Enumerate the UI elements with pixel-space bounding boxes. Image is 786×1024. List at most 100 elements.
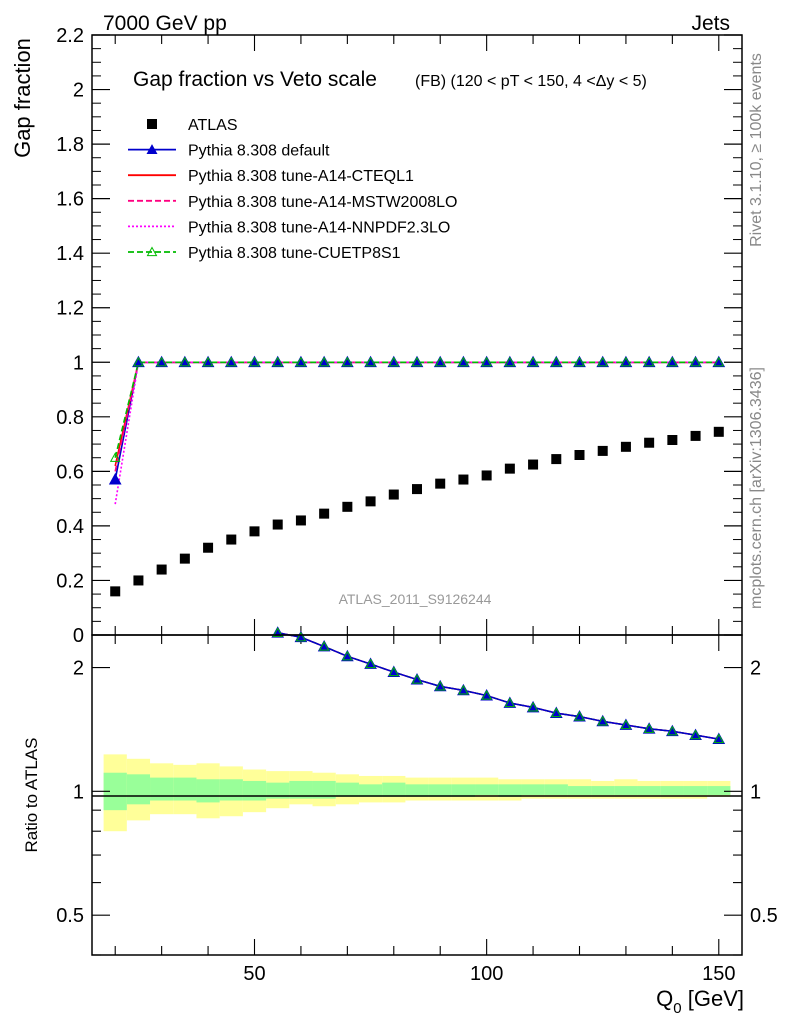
- pythia-cuetp8s1-marker: [434, 356, 446, 367]
- atlas-data-point: [272, 519, 283, 530]
- ratio-panel: 0.5 0.51 12 2 Ratio to ATLAS 50 100 150 Q0 [G…: [22, 626, 778, 1017]
- atlas-data-point: [226, 534, 237, 545]
- series-line: [114, 361, 719, 458]
- ratio-inner-band: [498, 784, 522, 797]
- ratio-inner-band: [405, 784, 429, 797]
- pythia-cuetp8s1-marker: [458, 356, 469, 367]
- ratio-inner-band: [312, 780, 336, 799]
- x-axis-label-subscript: 0: [673, 1000, 681, 1017]
- atlas-data-point: [412, 484, 422, 495]
- main-panel: 0 0.2 0.4 0.6 0.8 1 1.2 1.4 1.6 1.8 2 2.2 Gap fract…: [10, 25, 743, 647]
- y-tick-label: 1.8: [56, 134, 84, 156]
- ratio-cuetp8s1-marker: [667, 725, 678, 736]
- atlas-data-point: [110, 586, 121, 597]
- pythia-default-marker: [108, 473, 122, 485]
- legend-cuetp8s1-marker: [146, 246, 158, 257]
- atlas-data-point: [690, 430, 701, 441]
- rivet-version-label: Rivet 3.1.10, ≥ 100k events: [748, 53, 765, 247]
- ratio-inner-band: [219, 779, 243, 801]
- legend-label: Pythia 8.308 tune-A14-MSTW2008LO: [188, 194, 457, 211]
- ratio-inner-band: [475, 784, 499, 795]
- ratio-series-line: [277, 632, 719, 740]
- x-axis-label-unit: [GeV]: [682, 986, 744, 1011]
- atlas-data-point: [319, 508, 330, 519]
- ratio-inner-band: [614, 786, 638, 795]
- ratio-cuetp8s1-marker: [713, 733, 725, 744]
- atlas-data-point: [667, 435, 678, 445]
- atlas-data-point: [458, 474, 469, 485]
- ratio-cuetp8s1-marker: [295, 631, 307, 642]
- x-tick-labels: 50 100 150: [243, 963, 735, 985]
- pythia-cuetp8s1-marker: [643, 356, 655, 367]
- ratio-cuetp8s1-marker: [365, 658, 376, 669]
- atlas-data-point: [574, 450, 585, 460]
- y-tick-label: 2.2: [56, 25, 84, 47]
- pythia-cuetp8s1-marker: [388, 356, 400, 367]
- series-line: [114, 361, 719, 505]
- atlas-data-point: [597, 445, 608, 456]
- pythia-cuetp8s1-marker: [342, 356, 353, 367]
- pythia-cuetp8s1-marker: [411, 356, 423, 367]
- ratio-cuetp8s1-marker: [597, 715, 609, 726]
- ratio-inner-band: [637, 786, 661, 795]
- ratio-inner-band: [242, 780, 267, 801]
- pythia-cuetp8s1-marker: [295, 356, 307, 367]
- pythia-cuetp8s1-marker: [179, 356, 191, 367]
- legend: ATLAS Pythia 8.308 default Pythia 8.308 tu…: [128, 117, 457, 262]
- ratio-series-line: [277, 632, 719, 740]
- ratio-inner-band: [196, 779, 220, 803]
- ratio-cuetp8s1-marker: [481, 690, 492, 700]
- ratio-series-group: [271, 626, 726, 744]
- ratio-cuetp8s1-marker: [458, 684, 469, 695]
- legend-default-marker: [146, 144, 158, 154]
- pythia-cuetp8s1-marker: [690, 356, 701, 367]
- pythia-cuetp8s1-marker: [574, 356, 585, 367]
- ratio-axis-ticks: [92, 635, 742, 956]
- ratio-cuetp8s1-marker: [690, 729, 701, 740]
- pythia-cuetp8s1-marker: [713, 356, 725, 367]
- ratio-inner-band: [358, 784, 383, 797]
- ratio-cuetp8s1-marker: [504, 697, 516, 708]
- ratio-cuetp8s1-marker: [574, 711, 585, 721]
- pythia-cuetp8s1-marker: [481, 356, 492, 367]
- atlas-data-point: [342, 501, 353, 512]
- y-tick-label: 1.6: [56, 189, 84, 211]
- ratio-y-tick-label-right: 1: [750, 781, 761, 803]
- pythia-cuetp8s1-marker: [225, 356, 237, 367]
- header-right-label: Jets: [691, 12, 730, 35]
- ratio-uncertainty-bands: [103, 754, 731, 832]
- ratio-cuetp8s1-marker: [434, 680, 446, 691]
- pythia-cuetp8s1-marker: [272, 356, 284, 367]
- y-tick-label: 1: [73, 352, 84, 374]
- pythia-cuetp8s1-marker: [202, 356, 214, 367]
- ratio-inner-band: [428, 784, 452, 797]
- main-axis-ticks: [92, 34, 742, 636]
- ratio-inner-band: [382, 782, 406, 797]
- ratio-inner-band: [266, 782, 290, 799]
- main-series-group: [108, 355, 726, 597]
- analysis-watermark: ATLAS_2011_S9126244: [339, 591, 492, 607]
- atlas-data-point: [551, 454, 562, 465]
- ratio-y-tick-labels: 0.5 0.5 1 1 2 2: [56, 658, 778, 928]
- ratio-y-tick-label: 0.5: [56, 905, 84, 927]
- legend-atlas-marker: [147, 119, 157, 129]
- atlas-data-point: [644, 437, 655, 448]
- mcplots-label: mcplots.cern.ch [arXiv:1306.3436]: [748, 367, 765, 609]
- x-axis-label: Q0 [GeV]: [656, 986, 744, 1017]
- x-tick-label: 100: [470, 963, 503, 985]
- ratio-y-tick-label-right: 0.5: [750, 905, 778, 927]
- ratio-plot-frame: [91, 634, 743, 956]
- ratio-cuetp8s1-marker: [411, 674, 423, 684]
- ratio-inner-band: [683, 786, 708, 795]
- ratio-inner-band: [126, 774, 151, 805]
- series-line: [114, 361, 719, 480]
- pythia-cuetp8s1-marker: [620, 356, 632, 367]
- atlas-data-point: [713, 426, 724, 437]
- ratio-series-line: [277, 632, 719, 740]
- pythia-cuetp8s1-marker: [550, 356, 562, 367]
- pythia-cuetp8s1-marker: [504, 356, 516, 367]
- pythia-cuetp8s1-marker: [667, 356, 678, 367]
- pythia-cuetp8s1-marker: [156, 356, 167, 367]
- y-tick-label: 1.4: [56, 243, 84, 265]
